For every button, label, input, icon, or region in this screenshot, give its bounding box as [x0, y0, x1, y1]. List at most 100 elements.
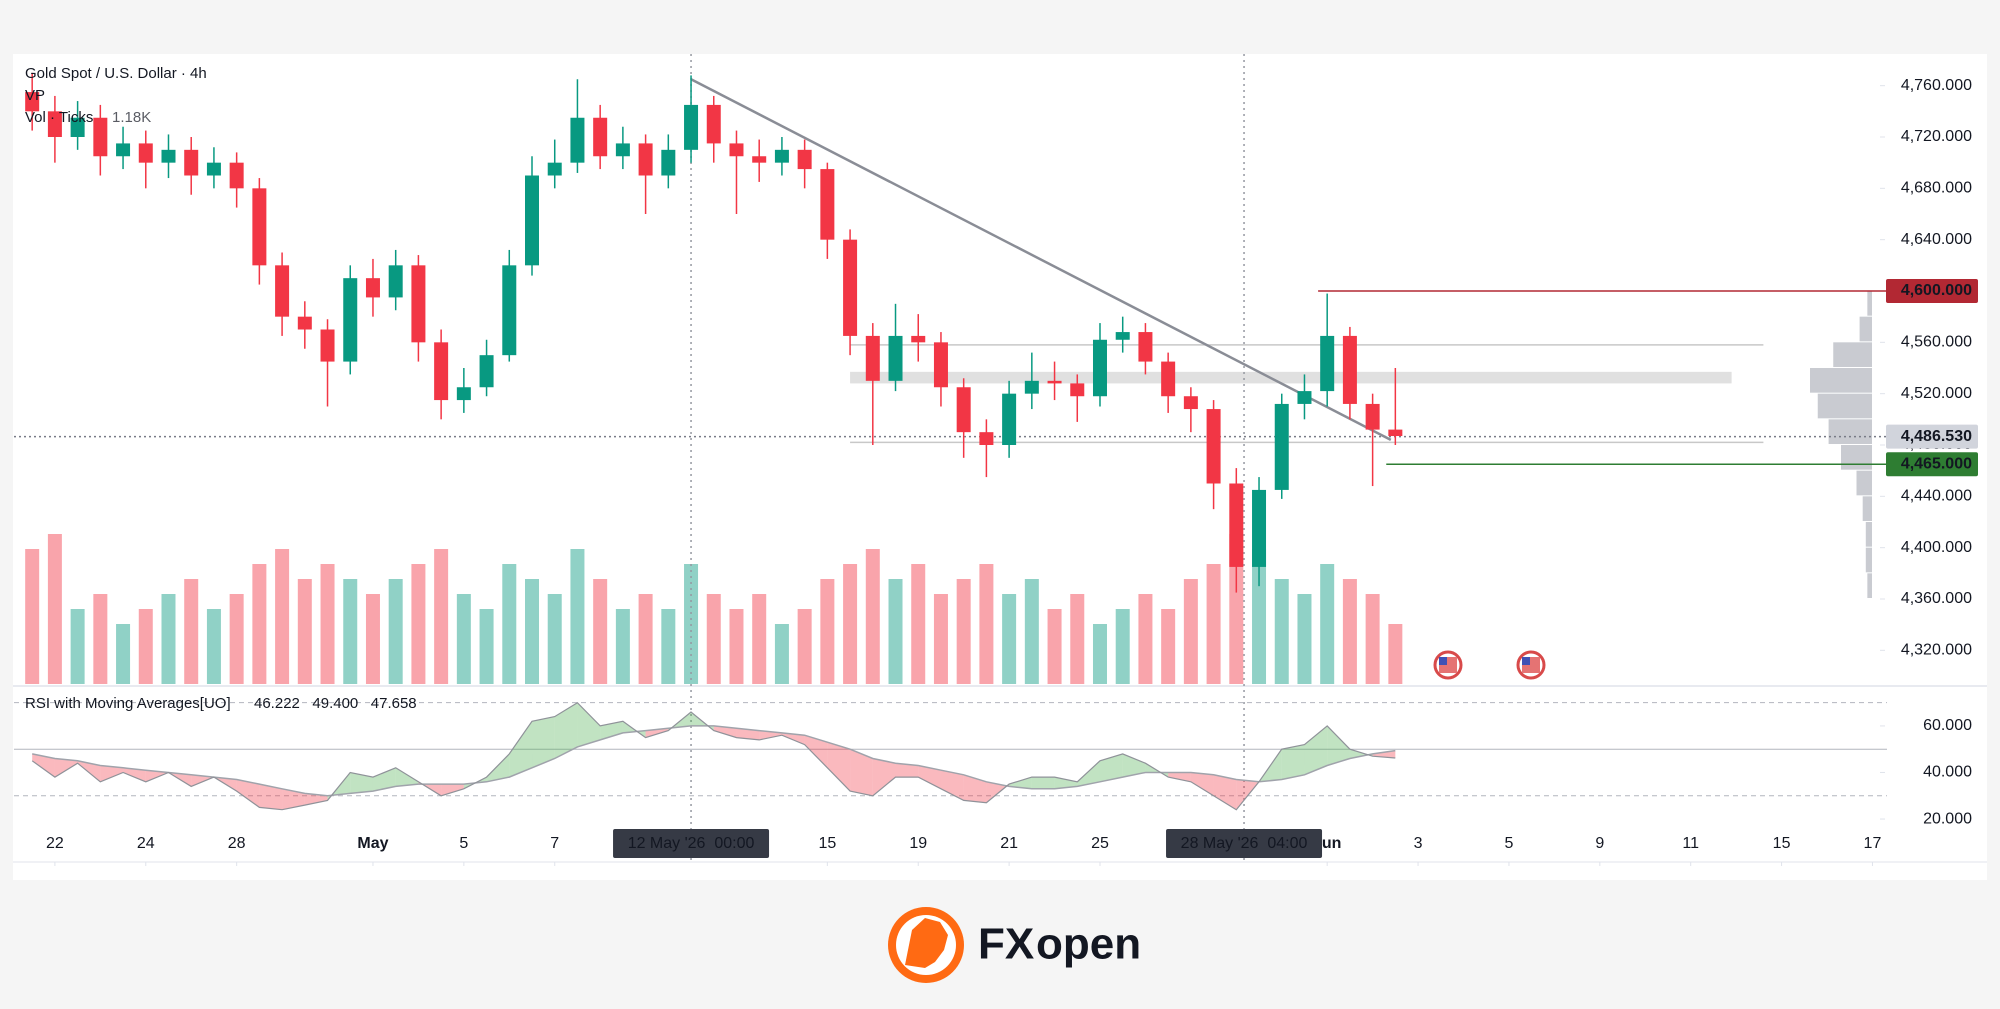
candle-body — [1274, 403, 1289, 490]
candle-body — [206, 162, 221, 176]
candle-body — [502, 265, 517, 356]
footer-logo: FX open — [888, 907, 1141, 983]
volume-bar — [275, 549, 290, 684]
candle-body — [547, 162, 562, 176]
candle-body — [752, 156, 767, 163]
y-tick-label: 4,720.000 — [1901, 128, 1972, 145]
y-tick-label: 4,560.000 — [1901, 334, 1972, 351]
volume-bar — [1002, 594, 1017, 684]
indicator-label: VP — [25, 87, 45, 104]
candle-body — [979, 432, 994, 445]
rsi-fill — [1327, 725, 1350, 766]
brand-open: open — [1036, 920, 1141, 969]
volume-bar — [252, 564, 267, 684]
crosshair-tag — [1166, 829, 1323, 858]
rsi-fill — [872, 758, 896, 796]
candle-body — [365, 278, 380, 298]
volume-profile-bar — [1867, 573, 1872, 598]
rsi-fill — [804, 735, 828, 768]
event-icon[interactable] — [1433, 650, 1463, 680]
rsi-fill — [827, 742, 851, 792]
volume-bar — [525, 579, 540, 684]
candle-body — [593, 117, 608, 157]
chart-title: Gold Spot / U.S. Dollar · 4h — [25, 65, 207, 82]
volume-bar — [161, 594, 176, 684]
volume-profile-bar — [1856, 470, 1872, 496]
candle-body — [275, 265, 290, 317]
rsi-fill — [395, 767, 419, 787]
volume-bar — [706, 594, 721, 684]
candle-body — [843, 239, 858, 336]
candle-body — [1252, 489, 1267, 567]
volume-profile-bar — [1810, 368, 1872, 393]
rsi-fill — [850, 749, 873, 796]
x-tick-label: 24 — [137, 835, 155, 852]
volume-profile-bar — [1862, 496, 1872, 521]
candle-body — [1342, 335, 1357, 404]
volume-bar — [1229, 534, 1244, 684]
rsi-fill — [1213, 774, 1237, 810]
volume-bar — [1320, 564, 1335, 684]
candle-body — [1092, 339, 1107, 397]
volume-profile-bar — [1865, 547, 1872, 573]
rsi-fill — [236, 779, 260, 808]
rsi-fill — [1077, 760, 1100, 787]
rsi-fill — [282, 788, 305, 810]
volume-profile-bar — [1828, 419, 1872, 444]
volume-bar — [70, 609, 85, 684]
rsi-fill — [1009, 777, 1032, 789]
x-tick-label: 5 — [1504, 835, 1513, 852]
volume-bar — [1161, 609, 1176, 684]
volume-bar — [729, 609, 744, 684]
candle-body — [888, 335, 903, 381]
volume-bar — [593, 579, 608, 684]
y-tick-label: 4,440.000 — [1901, 488, 1972, 505]
x-tick-label: 11 — [1682, 835, 1699, 852]
candle-body — [456, 387, 471, 401]
candle-body — [116, 143, 131, 157]
volume-bar — [843, 564, 858, 684]
rsi-tick-label: 40.000 — [1923, 764, 1972, 781]
volume-bar — [752, 594, 767, 684]
candle-body — [1115, 332, 1130, 340]
volume-bar — [956, 579, 971, 684]
rsi-fill — [509, 721, 533, 778]
candle-body — [797, 149, 812, 170]
volume-bar — [1365, 594, 1380, 684]
rsi-fill — [259, 784, 283, 810]
y-tick-label: 4,520.000 — [1901, 385, 1972, 402]
candle-body — [229, 162, 244, 189]
x-tick-label: 28 — [228, 835, 246, 852]
rsi-title: RSI with Moving Averages[UO] — [25, 695, 231, 712]
volume-bar — [1183, 579, 1198, 684]
candle-body — [297, 316, 312, 330]
x-tick-label: May — [357, 835, 388, 852]
rsi-fill — [600, 721, 623, 740]
volume-bar — [479, 609, 494, 684]
volume-bar — [434, 549, 449, 684]
y-tick-label: 4,680.000 — [1901, 180, 1972, 197]
candle-body — [1388, 429, 1403, 437]
x-tick-label: 15 — [1773, 835, 1791, 852]
volume-bar — [661, 609, 676, 684]
candle-body — [911, 335, 926, 343]
volume-bar — [1206, 564, 1221, 684]
volume-bar — [547, 594, 562, 684]
rsi-tick-label: 20.000 — [1923, 810, 1972, 827]
candle-body — [388, 265, 403, 298]
rsi-fill — [1122, 753, 1146, 778]
rsi-tick-label: 60.000 — [1923, 717, 1972, 734]
candle-body — [774, 149, 789, 163]
volume-profile-bar — [1833, 342, 1872, 367]
volume-profile-bar — [1841, 445, 1872, 470]
event-icon[interactable] — [1516, 650, 1546, 680]
volume-bar — [1115, 609, 1130, 684]
crosshair-tag-label: 28 May '26 04:00 — [1181, 835, 1308, 852]
volume-bar — [888, 579, 903, 684]
flag-canton — [1522, 657, 1530, 665]
rsi-fill — [100, 765, 124, 782]
x-tick-label: 17 — [1864, 835, 1882, 852]
volume-bar — [1297, 594, 1312, 684]
volume-profile-bar — [1817, 393, 1872, 419]
